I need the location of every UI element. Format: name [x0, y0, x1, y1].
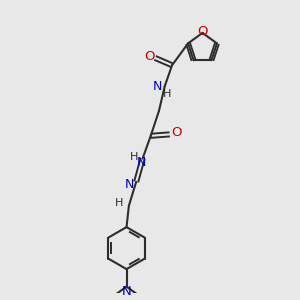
Text: N: N [122, 285, 131, 298]
Text: N: N [136, 156, 146, 170]
Text: O: O [145, 50, 155, 63]
Text: N: N [125, 178, 134, 191]
Text: H: H [163, 89, 171, 99]
Text: N: N [153, 80, 162, 93]
Text: O: O [197, 25, 208, 38]
Text: H: H [115, 199, 124, 208]
Text: H: H [130, 152, 139, 162]
Text: O: O [171, 126, 181, 140]
